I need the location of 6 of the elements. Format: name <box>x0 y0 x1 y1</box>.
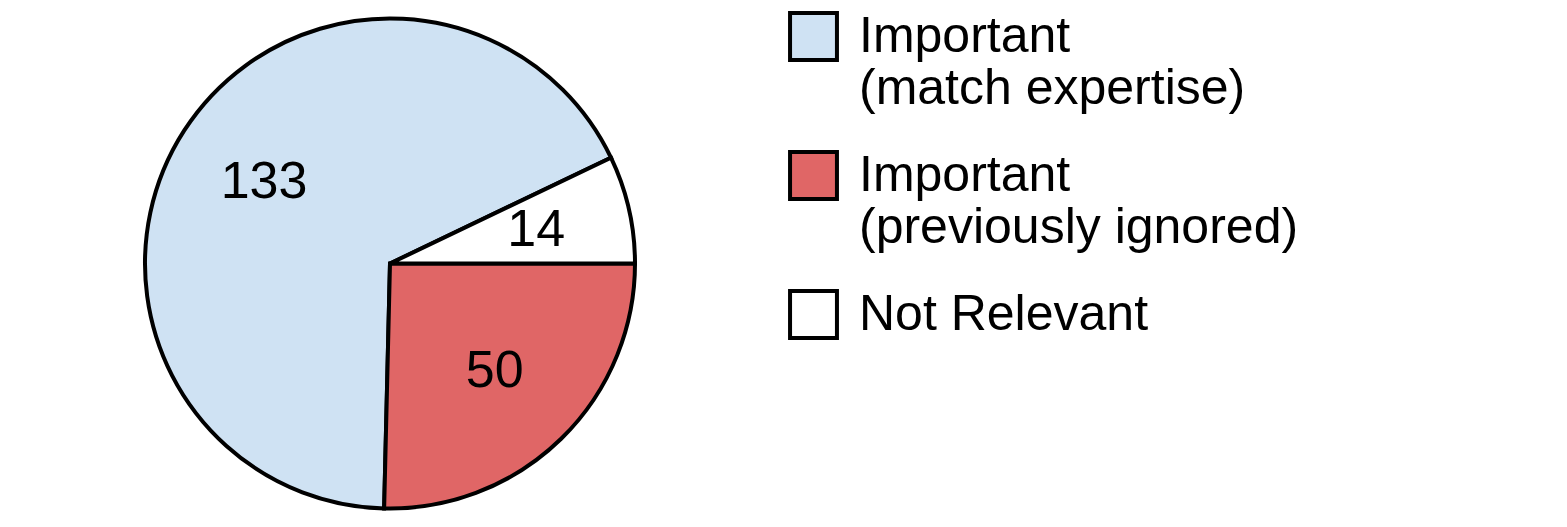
data-label: 50 <box>465 339 524 398</box>
legend-label: Important (match expertise) <box>859 6 1246 115</box>
data-label: 14 <box>507 199 566 258</box>
legend-label: Not Relevant <box>859 284 1149 341</box>
data-label: 133 <box>220 151 308 210</box>
legend-label: Important (previously ignored) <box>859 145 1299 254</box>
